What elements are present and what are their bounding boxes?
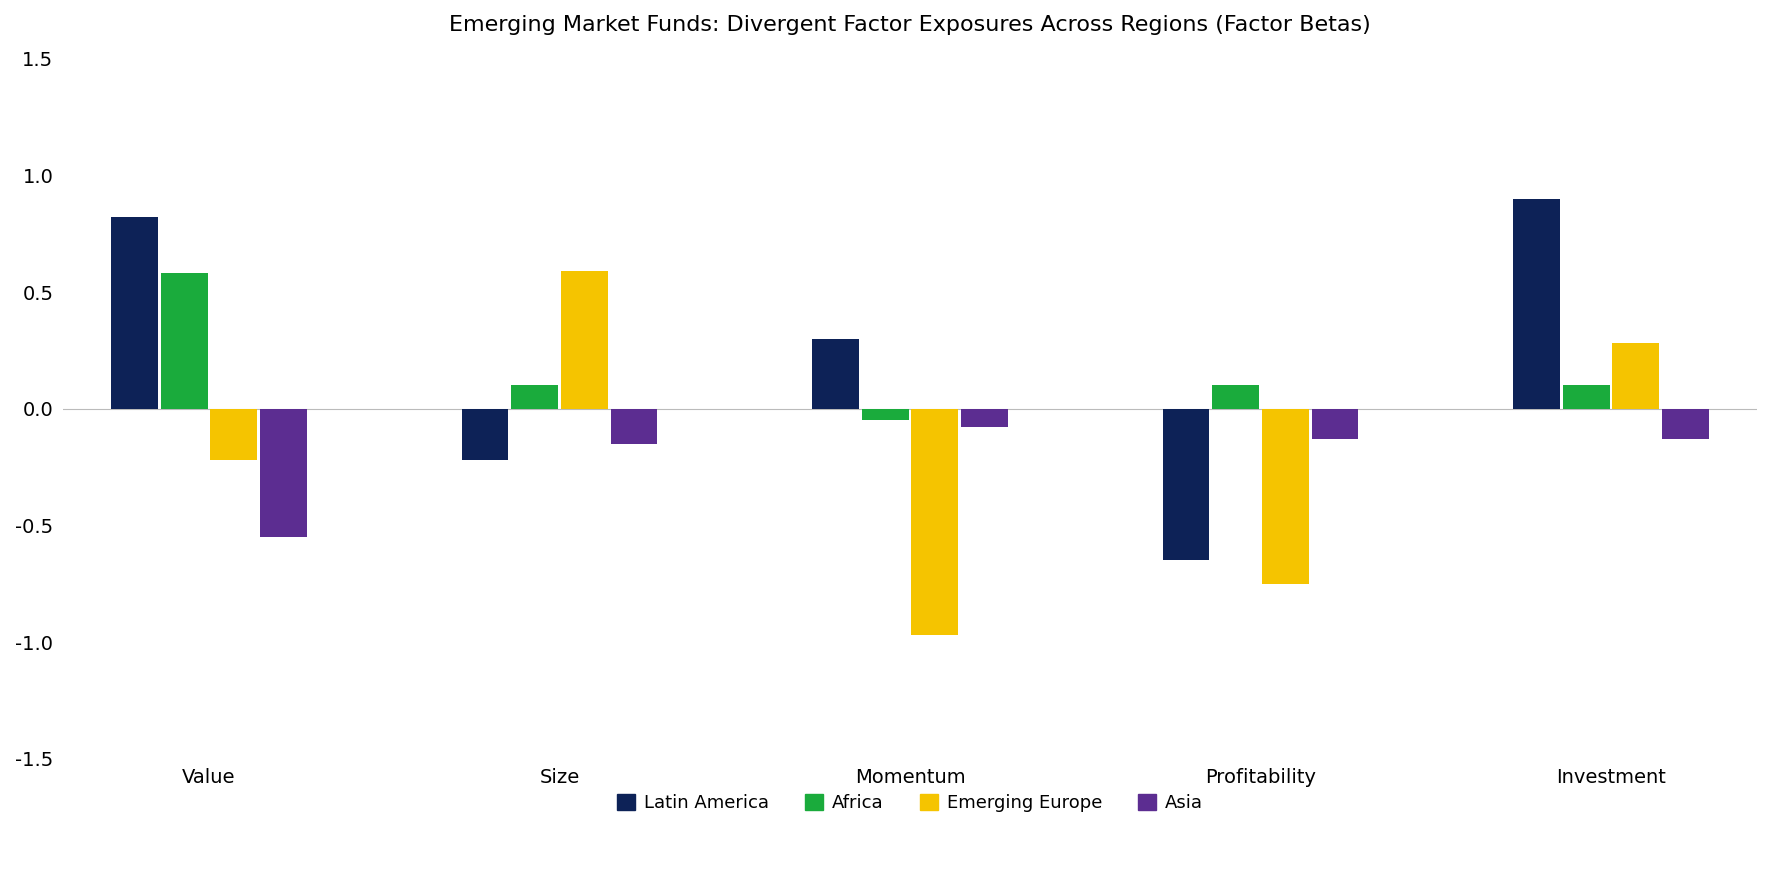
Bar xyxy=(1563,385,1609,408)
Bar xyxy=(462,408,509,460)
Bar xyxy=(512,385,558,408)
Legend: Latin America, Africa, Emerging Europe, Asia: Latin America, Africa, Emerging Europe, … xyxy=(610,787,1210,820)
Bar xyxy=(112,217,158,408)
Bar xyxy=(1212,385,1260,408)
Bar xyxy=(812,338,859,408)
Bar xyxy=(211,408,257,460)
Bar xyxy=(161,274,207,408)
Bar xyxy=(260,408,307,537)
Bar xyxy=(1613,344,1659,408)
Title: Emerging Market Funds: Divergent Factor Exposures Across Regions (Factor Betas): Emerging Market Funds: Divergent Factor … xyxy=(448,15,1372,35)
Bar xyxy=(611,408,657,444)
Bar xyxy=(861,408,909,420)
Bar xyxy=(911,408,959,635)
Bar xyxy=(562,271,608,408)
Bar xyxy=(1262,408,1310,584)
Bar xyxy=(1662,408,1708,439)
Bar xyxy=(1513,198,1559,408)
Bar xyxy=(1311,408,1359,439)
Bar xyxy=(960,408,1008,427)
Bar xyxy=(1162,408,1209,560)
